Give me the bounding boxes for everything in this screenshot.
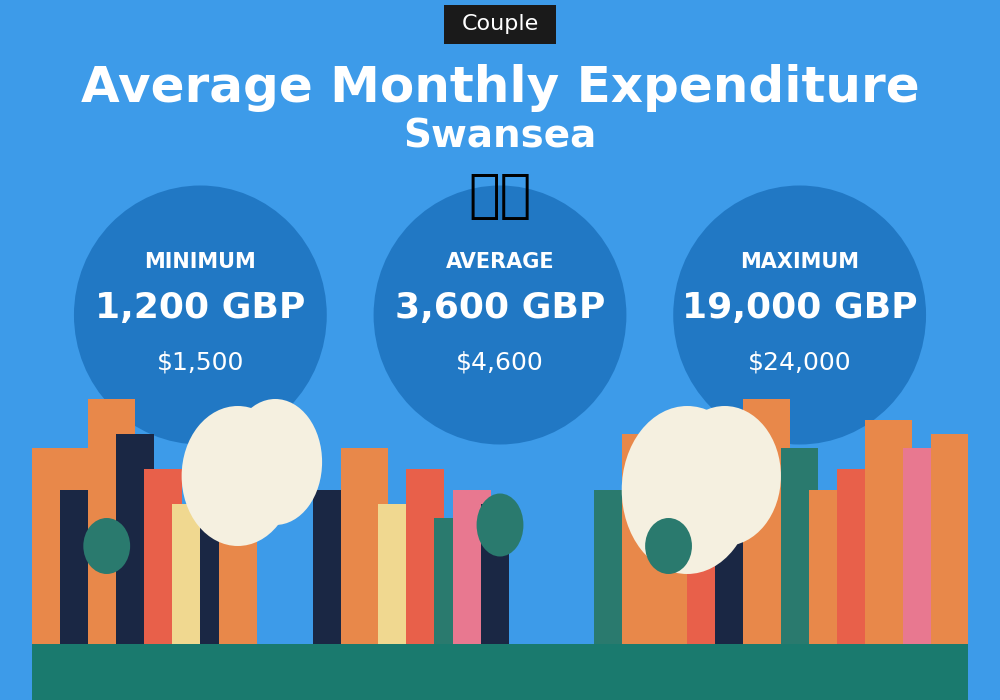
Ellipse shape [673,186,926,444]
Bar [219,490,257,644]
Bar [200,518,228,644]
Text: 19,000 GBP: 19,000 GBP [682,291,917,325]
Ellipse shape [645,518,692,574]
Bar [434,518,463,644]
Bar [931,434,968,644]
FancyBboxPatch shape [444,5,556,43]
Ellipse shape [182,406,294,546]
Bar [378,504,416,644]
Bar [116,434,154,644]
Text: 3,600 GBP: 3,600 GBP [395,291,605,325]
Bar [865,420,912,644]
Bar [743,399,790,644]
Bar [622,434,669,644]
Bar [88,399,135,644]
Text: Average Monthly Expenditure: Average Monthly Expenditure [81,64,919,111]
Bar [687,504,725,644]
Bar [32,448,88,644]
Text: 1,200 GBP: 1,200 GBP [95,291,306,325]
Text: $1,500: $1,500 [157,351,244,374]
Text: MAXIMUM: MAXIMUM [740,253,859,272]
Text: Couple: Couple [461,15,539,34]
Ellipse shape [228,399,322,525]
Ellipse shape [477,494,523,556]
Bar [453,490,491,644]
Text: $4,600: $4,600 [456,351,544,374]
Bar [781,448,818,644]
Text: MINIMUM: MINIMUM [144,253,256,272]
Bar [313,490,350,644]
Bar [32,644,968,700]
Bar [341,448,388,644]
Bar [172,504,210,644]
Bar [715,448,753,644]
Bar [659,469,697,644]
Ellipse shape [83,518,130,574]
Ellipse shape [74,186,327,444]
Bar [837,469,875,644]
Ellipse shape [374,186,626,444]
Ellipse shape [622,406,753,574]
Bar [481,504,509,644]
Bar [809,490,846,644]
Text: 🇬🇧: 🇬🇧 [468,170,532,222]
Bar [406,469,444,644]
Text: $24,000: $24,000 [748,351,851,374]
Text: Swansea: Swansea [403,118,597,155]
Ellipse shape [669,406,781,546]
Bar [60,490,97,644]
Bar [594,490,631,644]
Bar [903,448,940,644]
Text: AVERAGE: AVERAGE [446,253,554,272]
Bar [144,469,182,644]
